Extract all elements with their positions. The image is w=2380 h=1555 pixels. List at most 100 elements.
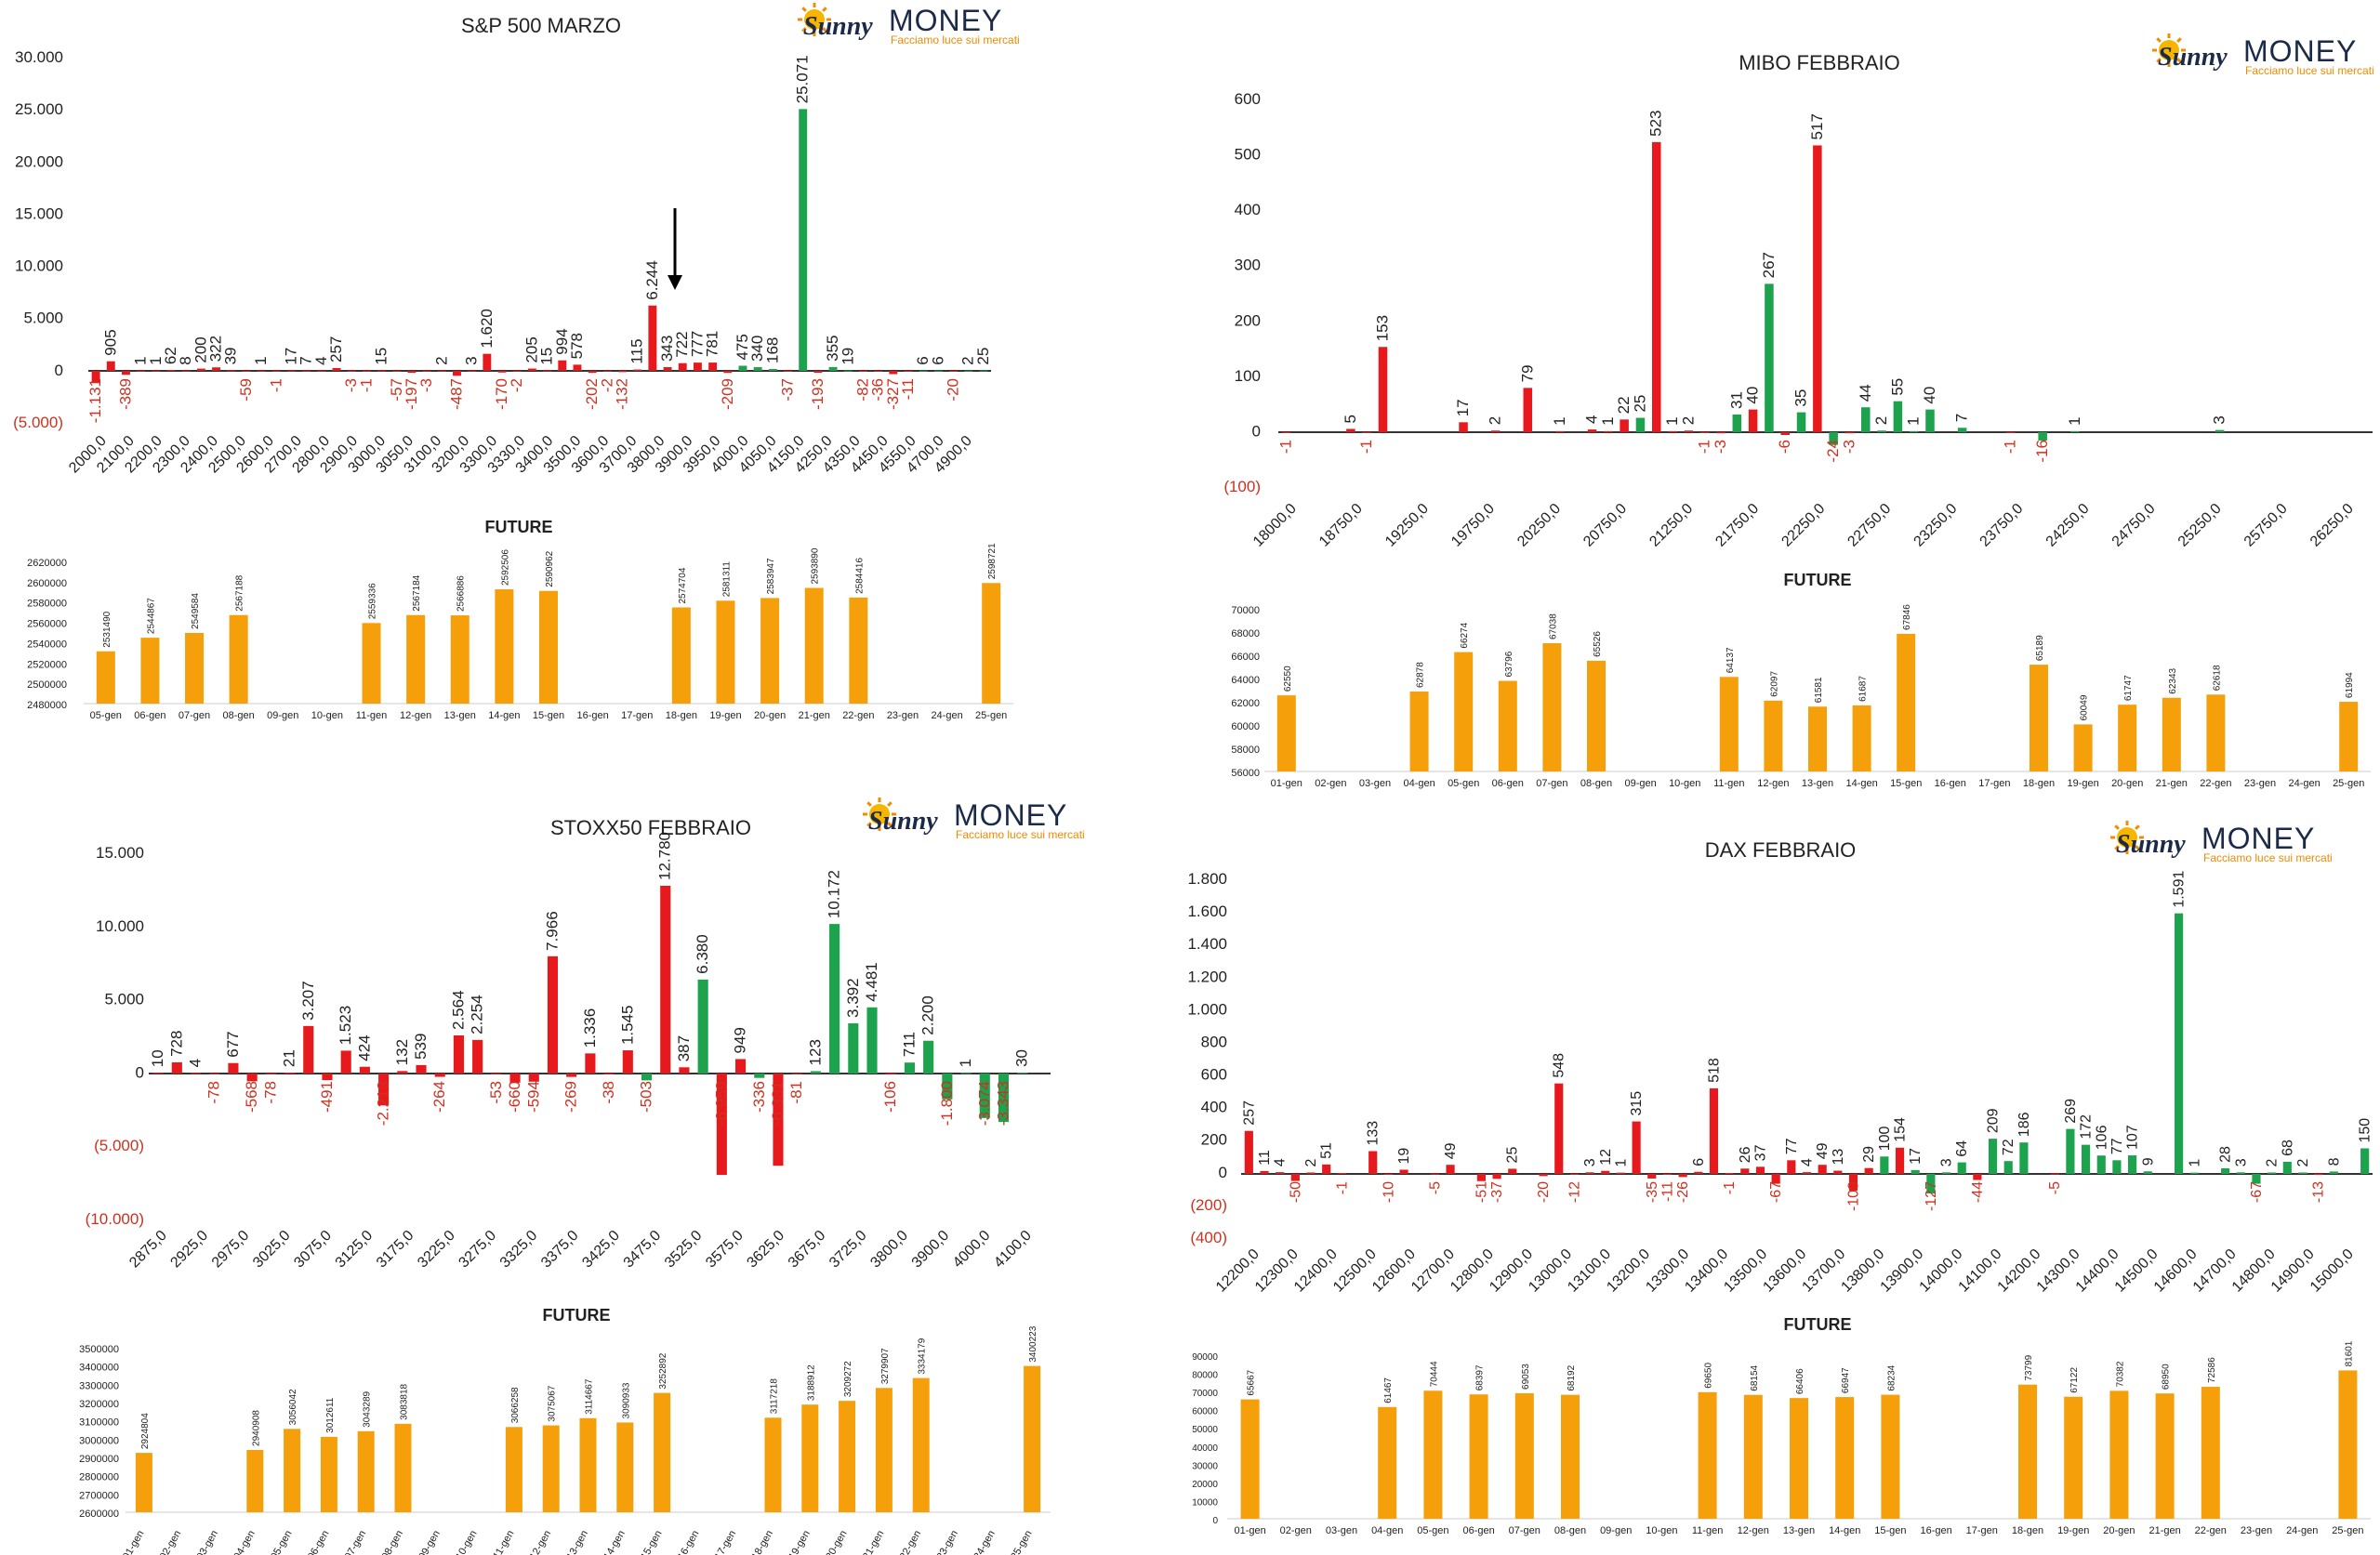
bar-data-label: -3.343 [994,1081,1012,1126]
bar-data-label: 17 [282,348,299,365]
future-bar [2073,724,2093,771]
bar-data-label: 1.523 [337,1006,354,1046]
bar-data-label: 6.244 [643,260,661,300]
bar-data-label: -209 [719,378,736,410]
bar-data-label: 355 [824,335,841,361]
bar-data-label: 77 [2109,1138,2125,1154]
bar-data-label: 322 [207,336,225,362]
bar-data-label: 4 [1583,415,1601,424]
x-tick-label: 23-gen [935,1529,961,1555]
bar-data-label: 2531490 [102,611,112,647]
x-tick-label: 13-gen [1783,1525,1815,1536]
bar [407,371,416,374]
y-tick-label: 30.000 [15,48,63,66]
bar [378,1074,390,1106]
bar-data-label: 17 [1908,1148,1924,1165]
bar [212,367,221,371]
bar-data-label: 257 [327,336,345,362]
sun-ray-icon [2156,37,2162,43]
sun-ray-icon [2176,37,2182,43]
bar-data-label: -59 [237,378,255,402]
bar-data-label: 387 [675,1035,693,1061]
future-bar [804,587,824,704]
bar [2005,432,2016,433]
x-tick-label: 4000,0 [950,1228,994,1272]
bar [2066,1128,2075,1174]
x-tick-label: 09-gen [416,1529,443,1555]
x-tick-label: 21-gen [799,710,830,721]
logo-script: Sunny [2116,830,2186,859]
bar-data-label: 257 [1241,1100,1257,1126]
bar [1864,1167,1873,1174]
bar-data-label: 4.481 [863,962,880,1002]
y-tick-label: 800 [1201,1033,1227,1050]
bar [2215,429,2225,432]
bar-data-label: -82 [853,378,871,402]
x-tick-label: 23250,0 [1911,501,1961,550]
future-bar [406,614,426,704]
y-tick-label: 500 [1235,146,1261,164]
y-tick-label: (5.000) [94,1137,144,1154]
x-tick-label: 09-gen [267,710,298,721]
y-tick-label: (200) [1190,1196,1227,1214]
x-tick-label: 14-gen [1829,1525,1860,1536]
y-tick-label: 56000 [1231,768,1260,779]
bar [122,371,130,376]
bar-data-label: 62097 [1769,671,1779,697]
logo-tagline: Facciamo luce sui mercati [891,33,1020,46]
x-tick-label: 08-gen [1554,1525,1586,1536]
bar-data-label: 153 [1374,315,1392,341]
bar-data-label: -389 [116,378,134,410]
bar [784,371,792,372]
bar-data-label: 3066258 [510,1387,521,1423]
bar [1383,1174,1393,1175]
bar-data-label: -193 [809,378,826,410]
sun-ray-icon [2156,58,2162,63]
future-bar [246,1449,264,1512]
x-tick-label: 09-gen [1600,1525,1632,1536]
x-tick-label: 3675,0 [786,1228,829,1272]
bar-data-label: 2 [1303,1158,1319,1166]
bar-data-label: -6.959 [712,1081,730,1126]
bar [317,370,326,372]
bar [768,368,777,371]
sun-ray-icon [887,801,892,807]
x-tick-label: 07-gen [1509,1525,1540,1536]
bar [453,371,461,376]
bar [2128,1155,2137,1174]
x-tick-label: 19-gen [709,710,741,721]
bar [1732,414,1742,432]
bar [1911,1169,1920,1174]
future-bar [875,1388,892,1512]
bar [137,370,146,372]
bar-data-label: -1 [1277,440,1295,454]
bar-data-label: -44 [1970,1181,1986,1203]
bar-data-label: 3 [2233,1158,2249,1166]
future-bar [616,1422,634,1512]
bar-data-label: 62550 [1283,665,1293,692]
bar-data-label: 63796 [1504,651,1514,677]
bar [392,371,402,372]
sun-icon [2117,827,2137,848]
future-bar [839,1401,856,1512]
bar-data-label: -1.800 [938,1081,956,1126]
y-tick-label: 30000 [1192,1461,1218,1471]
x-tick-label: 05-gen [90,710,122,721]
bar [472,1039,483,1074]
bar [2221,1167,2230,1174]
bar-data-label: 61581 [1814,677,1824,703]
x-tick-label: 20-gen [754,710,786,721]
x-tick-label: 2875,0 [126,1228,170,1272]
bar [1787,1160,1796,1174]
bar [166,370,176,372]
x-tick-label: 07-gen [343,1529,369,1555]
bar [1508,1168,1517,1174]
bar [1925,409,1935,432]
y-tick-label: (400) [1190,1229,1227,1246]
bar-data-label: 30 [1013,1049,1031,1067]
y-tick-label: 2600000 [27,578,67,589]
future-bar [716,600,735,704]
bar [1877,430,1886,432]
bar-data-label: 340 [748,336,766,362]
